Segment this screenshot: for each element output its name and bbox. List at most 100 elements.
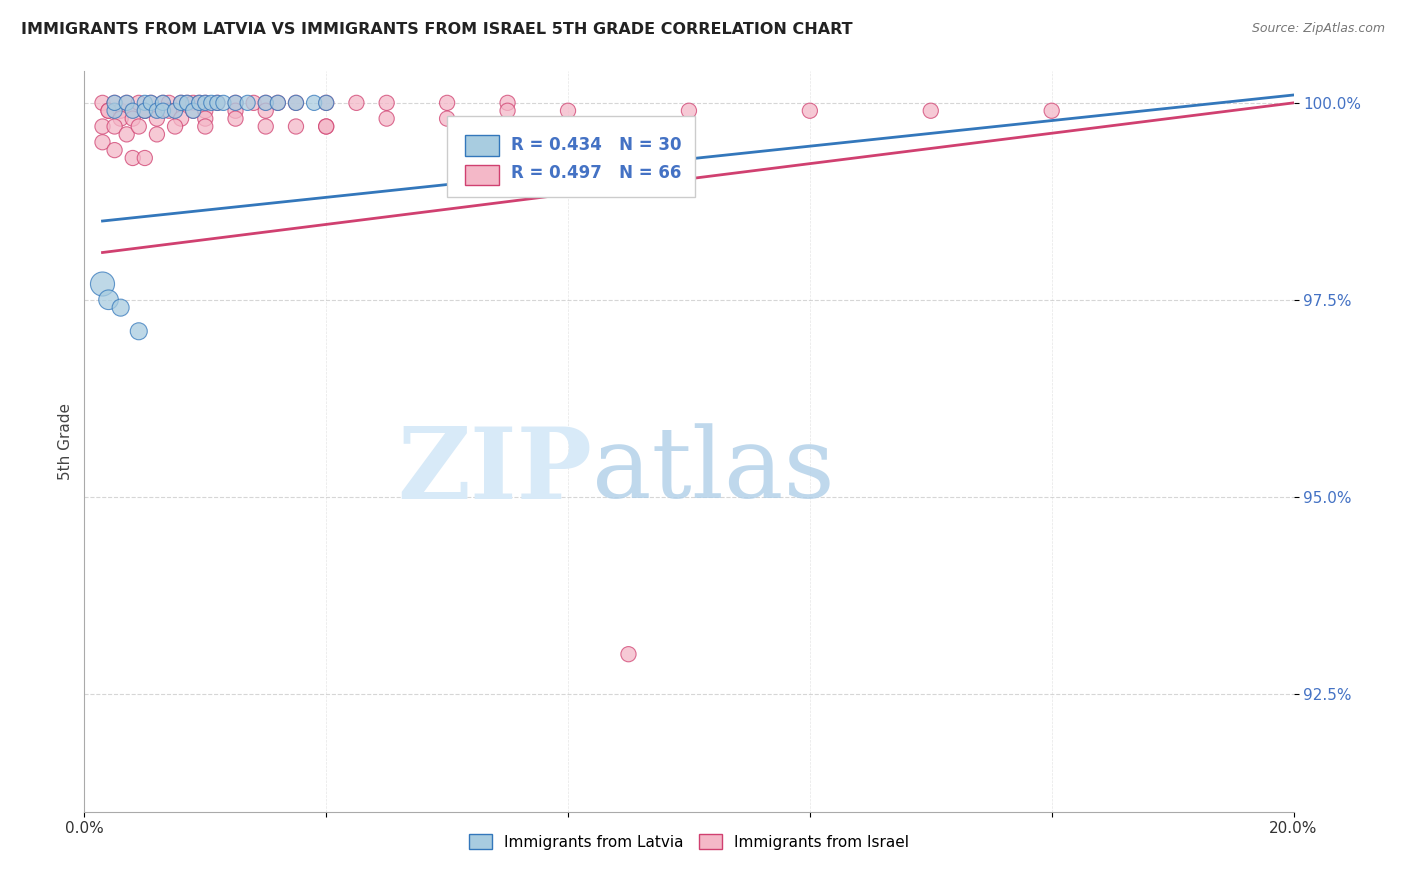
Point bbox=[91, 95, 114, 110]
Point bbox=[285, 95, 308, 110]
Text: R = 0.497   N = 66: R = 0.497 N = 66 bbox=[512, 164, 682, 182]
Point bbox=[170, 95, 193, 110]
Point bbox=[115, 95, 138, 110]
Point bbox=[97, 103, 120, 118]
Point bbox=[254, 95, 277, 110]
Point bbox=[110, 103, 132, 118]
Point bbox=[146, 103, 169, 118]
FancyBboxPatch shape bbox=[465, 135, 499, 156]
Point bbox=[110, 301, 132, 315]
Point bbox=[254, 120, 277, 134]
FancyBboxPatch shape bbox=[465, 165, 499, 186]
Point bbox=[436, 95, 458, 110]
Point bbox=[254, 95, 277, 110]
Point bbox=[176, 95, 198, 110]
Point bbox=[236, 95, 259, 110]
Point bbox=[121, 103, 143, 118]
Point bbox=[207, 95, 229, 110]
Legend: Immigrants from Latvia, Immigrants from Israel: Immigrants from Latvia, Immigrants from … bbox=[463, 828, 915, 856]
Point bbox=[146, 128, 169, 142]
Point bbox=[97, 103, 120, 118]
Point bbox=[188, 95, 211, 110]
Point bbox=[134, 103, 156, 118]
Point bbox=[157, 103, 180, 118]
Point bbox=[134, 103, 156, 118]
Point bbox=[146, 112, 169, 126]
Point bbox=[134, 103, 156, 118]
Point bbox=[267, 95, 290, 110]
Point bbox=[799, 103, 821, 118]
Y-axis label: 5th Grade: 5th Grade bbox=[58, 403, 73, 480]
Point bbox=[188, 95, 211, 110]
Text: atlas: atlas bbox=[592, 424, 835, 519]
Point bbox=[200, 95, 222, 110]
Point bbox=[104, 103, 127, 118]
Point bbox=[242, 95, 264, 110]
Point bbox=[91, 135, 114, 149]
Point bbox=[194, 120, 217, 134]
Point bbox=[97, 293, 120, 307]
Point bbox=[375, 95, 398, 110]
Point bbox=[139, 95, 162, 110]
Text: ZIP: ZIP bbox=[398, 423, 592, 520]
Point bbox=[134, 95, 156, 110]
Point bbox=[134, 151, 156, 165]
Point bbox=[165, 103, 187, 118]
Text: IMMIGRANTS FROM LATVIA VS IMMIGRANTS FROM ISRAEL 5TH GRADE CORRELATION CHART: IMMIGRANTS FROM LATVIA VS IMMIGRANTS FRO… bbox=[21, 22, 852, 37]
Point bbox=[128, 324, 150, 338]
Point bbox=[104, 95, 127, 110]
Point bbox=[375, 112, 398, 126]
Point bbox=[346, 95, 368, 110]
Point bbox=[121, 112, 143, 126]
Point bbox=[121, 151, 143, 165]
Point bbox=[1040, 103, 1063, 118]
Point bbox=[267, 95, 290, 110]
Point bbox=[115, 128, 138, 142]
Point bbox=[212, 95, 235, 110]
Point bbox=[165, 103, 187, 118]
Point bbox=[181, 103, 204, 118]
Point bbox=[315, 95, 337, 110]
Point bbox=[302, 95, 325, 110]
Point bbox=[920, 103, 942, 118]
Point bbox=[104, 95, 127, 110]
Point bbox=[170, 95, 193, 110]
Point bbox=[157, 95, 180, 110]
Point bbox=[225, 112, 247, 126]
Point bbox=[181, 95, 204, 110]
Point bbox=[225, 103, 247, 118]
Text: Source: ZipAtlas.com: Source: ZipAtlas.com bbox=[1251, 22, 1385, 36]
Point bbox=[225, 95, 247, 110]
Point bbox=[146, 103, 169, 118]
Point bbox=[176, 95, 198, 110]
Point bbox=[104, 143, 127, 157]
Text: R = 0.434   N = 30: R = 0.434 N = 30 bbox=[512, 136, 682, 153]
FancyBboxPatch shape bbox=[447, 116, 695, 197]
Point bbox=[91, 277, 114, 291]
Point bbox=[121, 103, 143, 118]
Point bbox=[128, 95, 150, 110]
Point bbox=[152, 103, 174, 118]
Point bbox=[207, 95, 229, 110]
Point bbox=[165, 120, 187, 134]
Point bbox=[285, 120, 308, 134]
Point bbox=[170, 112, 193, 126]
Point bbox=[617, 647, 640, 661]
Point bbox=[139, 95, 162, 110]
Point bbox=[194, 112, 217, 126]
Point bbox=[496, 103, 519, 118]
Point bbox=[315, 120, 337, 134]
Point bbox=[128, 120, 150, 134]
Point bbox=[181, 103, 204, 118]
Point bbox=[104, 120, 127, 134]
Point bbox=[115, 95, 138, 110]
Point bbox=[194, 103, 217, 118]
Point bbox=[557, 103, 579, 118]
Point bbox=[436, 112, 458, 126]
Point bbox=[194, 95, 217, 110]
Point bbox=[254, 103, 277, 118]
Point bbox=[315, 120, 337, 134]
Point bbox=[315, 95, 337, 110]
Point bbox=[496, 95, 519, 110]
Point bbox=[110, 112, 132, 126]
